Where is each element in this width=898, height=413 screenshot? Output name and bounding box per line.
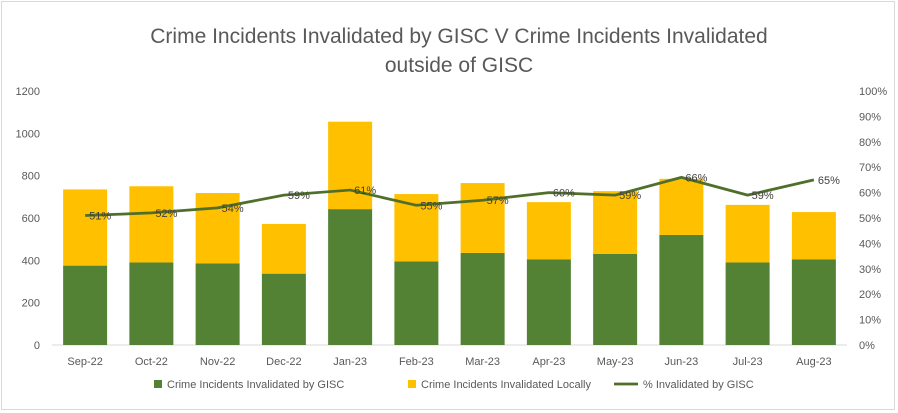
percent-line (85, 175, 815, 217)
bar-gisc (725, 262, 770, 345)
right-tick-label: 20% (859, 289, 881, 301)
legend-swatch-1 (154, 380, 162, 388)
percent-data-label: 55% (420, 200, 442, 212)
bar-gisc (195, 263, 240, 345)
left-tick-label: 800 (22, 171, 40, 183)
right-tick-label: 60% (859, 188, 881, 200)
category-label: Nov-22 (200, 356, 235, 368)
right-tick-label: 10% (859, 315, 881, 327)
right-tick-label: 0% (859, 340, 875, 352)
percent-data-label: 54% (222, 203, 244, 215)
bar-local (593, 191, 638, 254)
bar-gisc (328, 209, 373, 345)
right-tick-label: 80% (859, 137, 881, 149)
percent-data-label: 59% (752, 190, 774, 202)
percent-data-label: 57% (487, 195, 509, 207)
chart-title-line-2: outside of GISC (385, 54, 533, 77)
chart-title-line-1: Crime Incidents Invalidated by GISC V Cr… (150, 25, 767, 48)
category-label: May-23 (597, 356, 634, 368)
left-tick-label: 600 (22, 213, 40, 225)
bar-gisc (129, 262, 174, 345)
percent-data-label: 59% (288, 190, 310, 202)
legend-label-2: Crime Incidents Invalidated Locally (421, 379, 591, 391)
bar-gisc (394, 261, 439, 345)
percent-data-label: 51% (89, 210, 111, 222)
bar-gisc (791, 259, 836, 345)
bar-local (460, 183, 505, 253)
category-label: Jun-23 (665, 356, 699, 368)
bar-local (63, 189, 108, 266)
category-label: Apr-23 (532, 356, 565, 368)
left-axis-ticks: 0 200 400 600 800 1000 1200 (16, 86, 40, 352)
right-tick-label: 70% (859, 162, 881, 174)
category-label: Jul-23 (733, 356, 763, 368)
percent-data-label: 61% (354, 185, 376, 197)
percent-data-label: 65% (818, 175, 840, 187)
bar-local (129, 186, 174, 263)
bar-gisc (460, 252, 505, 345)
left-tick-label: 200 (22, 298, 40, 310)
bar-gisc (261, 273, 306, 345)
bar-local (791, 212, 836, 260)
category-label: Jan-23 (333, 356, 367, 368)
percent-data-label: 59% (619, 190, 641, 202)
bar-gisc (526, 259, 571, 345)
line-series-group: 51% 52% 54% 59% 61% 55% 57% 60% 59% 66% 59% 65% (85, 172, 840, 222)
percent-data-label: 52% (155, 208, 177, 220)
bar-local (261, 223, 306, 274)
percent-data-label: 66% (685, 172, 707, 184)
category-label: Mar-23 (465, 356, 500, 368)
bar-local (526, 202, 571, 260)
category-label: Sep-22 (67, 356, 102, 368)
category-label: Feb-23 (399, 356, 434, 368)
right-tick-label: 30% (859, 264, 881, 276)
left-tick-label: 0 (34, 340, 40, 352)
bar-local (725, 204, 770, 263)
right-tick-label: 90% (859, 111, 881, 123)
legend-label-1: Crime Incidents Invalidated by GISC (167, 379, 344, 391)
left-tick-label: 1200 (16, 86, 40, 98)
right-tick-label: 50% (859, 213, 881, 225)
legend-swatch-2 (408, 380, 416, 388)
bar-local (659, 178, 704, 235)
right-tick-label: 40% (859, 238, 881, 250)
right-tick-label: 100% (859, 86, 887, 98)
category-labels: Sep-22 Oct-22 Nov-22 Dec-22 Jan-23 Feb-23 Mar-… (67, 356, 831, 368)
legend-label-3: % Invalidated by GISC (643, 379, 754, 391)
legend: Crime Incidents Invalidated by GISC Crime… (154, 379, 754, 391)
bars-group (63, 121, 836, 345)
percent-data-label: 60% (553, 188, 575, 200)
left-tick-label: 1000 (16, 128, 40, 140)
bar-gisc (593, 253, 638, 345)
category-label: Aug-23 (796, 356, 831, 368)
bar-gisc (63, 265, 108, 345)
bar-gisc (659, 234, 704, 345)
category-label: Dec-22 (266, 356, 301, 368)
category-label: Oct-22 (135, 356, 168, 368)
left-tick-label: 400 (22, 255, 40, 267)
right-axis-ticks: 0% 10% 20% 30% 40% 50% 60% 70% 80% 90% 100% (859, 86, 887, 352)
